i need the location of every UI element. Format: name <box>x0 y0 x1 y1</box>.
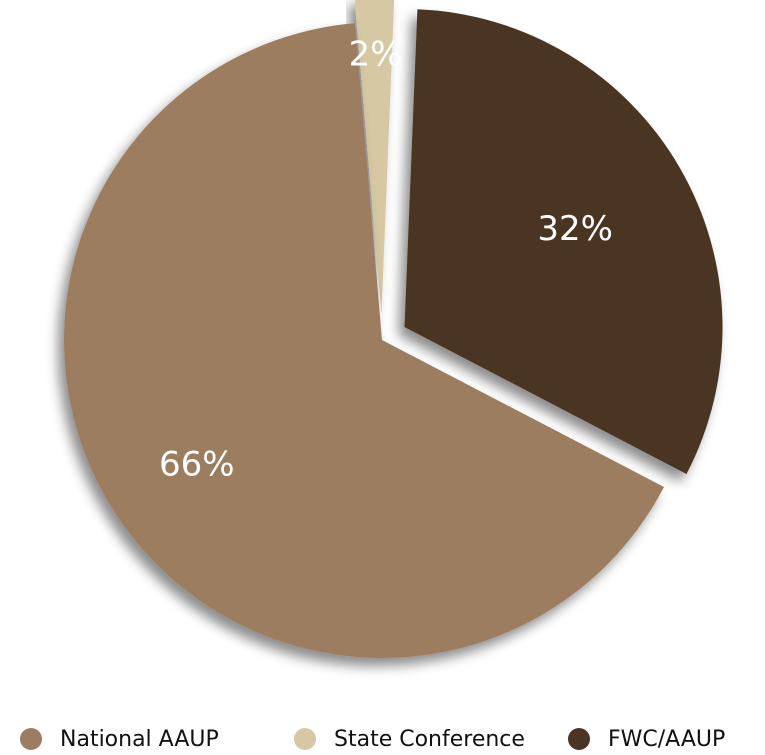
legend-item-national-aaup: National AAUP <box>20 726 219 752</box>
legend-swatch-state-conference <box>294 728 316 750</box>
pie-slices <box>63 0 723 659</box>
legend-label: FWC/AAUP <box>608 726 726 752</box>
data-label-state-conference: 2% <box>349 34 403 74</box>
pie-slice-national-aaup <box>63 23 664 659</box>
legend-label: National AAUP <box>60 726 219 752</box>
legend-item-state-conference: State Conference <box>294 726 525 752</box>
data-label-fwc-aaup: 32% <box>537 209 613 249</box>
data-label-national-aaup: 66% <box>159 444 235 484</box>
legend-item-fwc-aaup: FWC/AAUP <box>568 726 725 752</box>
legend-swatch-fwc-aaup <box>568 728 590 750</box>
pie-slice-state-conference <box>354 0 395 315</box>
legend-swatch-national-aaup <box>20 728 42 750</box>
legend-label: State Conference <box>334 726 525 752</box>
legend: National AAUP State Conference FWC/AAUP <box>0 720 765 755</box>
pie-slice-fwc-aaup <box>404 9 723 474</box>
pie-labels: 2% 32% 66% <box>159 34 613 484</box>
